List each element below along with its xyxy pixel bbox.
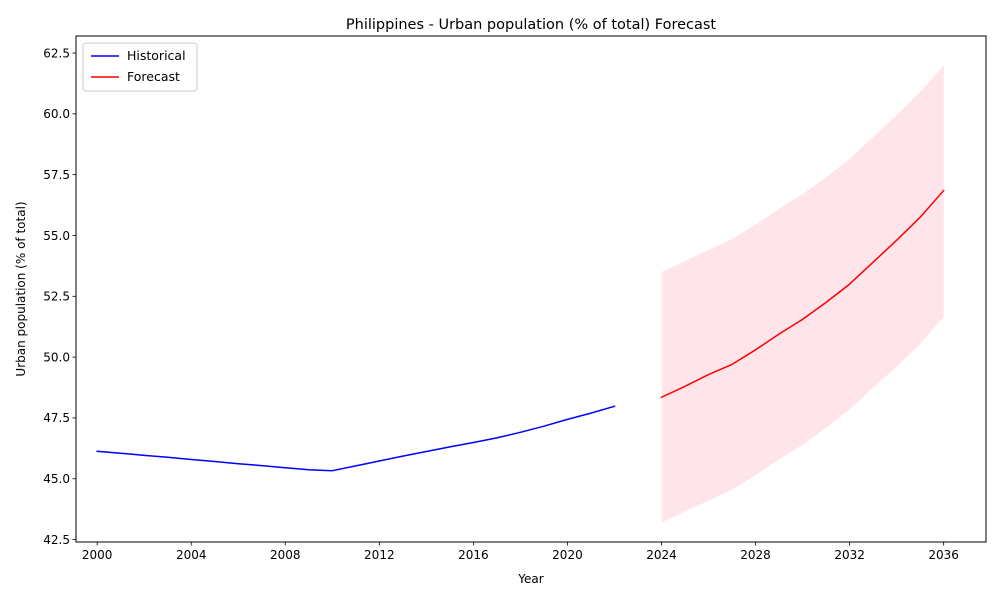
- x-tick-label: 2016: [458, 548, 489, 562]
- confidence-band-layer: [661, 65, 944, 523]
- y-tick-label: 50.0: [43, 350, 70, 364]
- x-tick-label: 2036: [928, 548, 959, 562]
- y-tick-label: 60.0: [43, 107, 70, 121]
- y-tick-label: 52.5: [43, 290, 70, 304]
- series-line-forecast: [660, 189, 945, 399]
- legend-label-forecast: Forecast: [127, 69, 180, 84]
- x-tick-label: 2032: [834, 548, 865, 562]
- series-line-historical: [96, 405, 616, 472]
- chart-title: Philippines - Urban population (% of tot…: [346, 17, 717, 33]
- y-tick-label: 57.5: [43, 168, 70, 182]
- legend-label-historical: Historical: [127, 48, 186, 63]
- x-tick-label: 2008: [270, 548, 301, 562]
- series-layer: [96, 189, 945, 472]
- x-tick-label: 2004: [176, 548, 207, 562]
- plot-frame: [75, 35, 987, 543]
- forecast-confidence-band: [661, 65, 944, 523]
- y-axis-ticks: 42.5 45.0 47.5 50.0 52.5 55.0 57.5 60.0 62.5: [43, 46, 76, 547]
- y-tick-label: 55.0: [43, 229, 70, 243]
- legend-box: [82, 42, 198, 92]
- legend: Historical Forecast: [82, 42, 198, 92]
- y-tick-label: 62.5: [43, 46, 70, 60]
- y-tick-label: 45.0: [43, 472, 70, 486]
- x-tick-label: 2012: [364, 548, 395, 562]
- y-tick-label: 42.5: [43, 533, 70, 547]
- x-tick-label: 2028: [740, 548, 771, 562]
- x-tick-label: 2000: [82, 548, 113, 562]
- x-tick-label: 2020: [552, 548, 583, 562]
- y-axis-title: Urban population (% of total): [14, 201, 28, 376]
- y-tick-label: 47.5: [43, 411, 70, 425]
- x-tick-label: 2024: [646, 548, 677, 562]
- x-axis-ticks: 2000 2004 2008 2012 2016 2020 2024 2028 2032 2036: [82, 542, 959, 562]
- x-axis-title: Year: [517, 572, 543, 586]
